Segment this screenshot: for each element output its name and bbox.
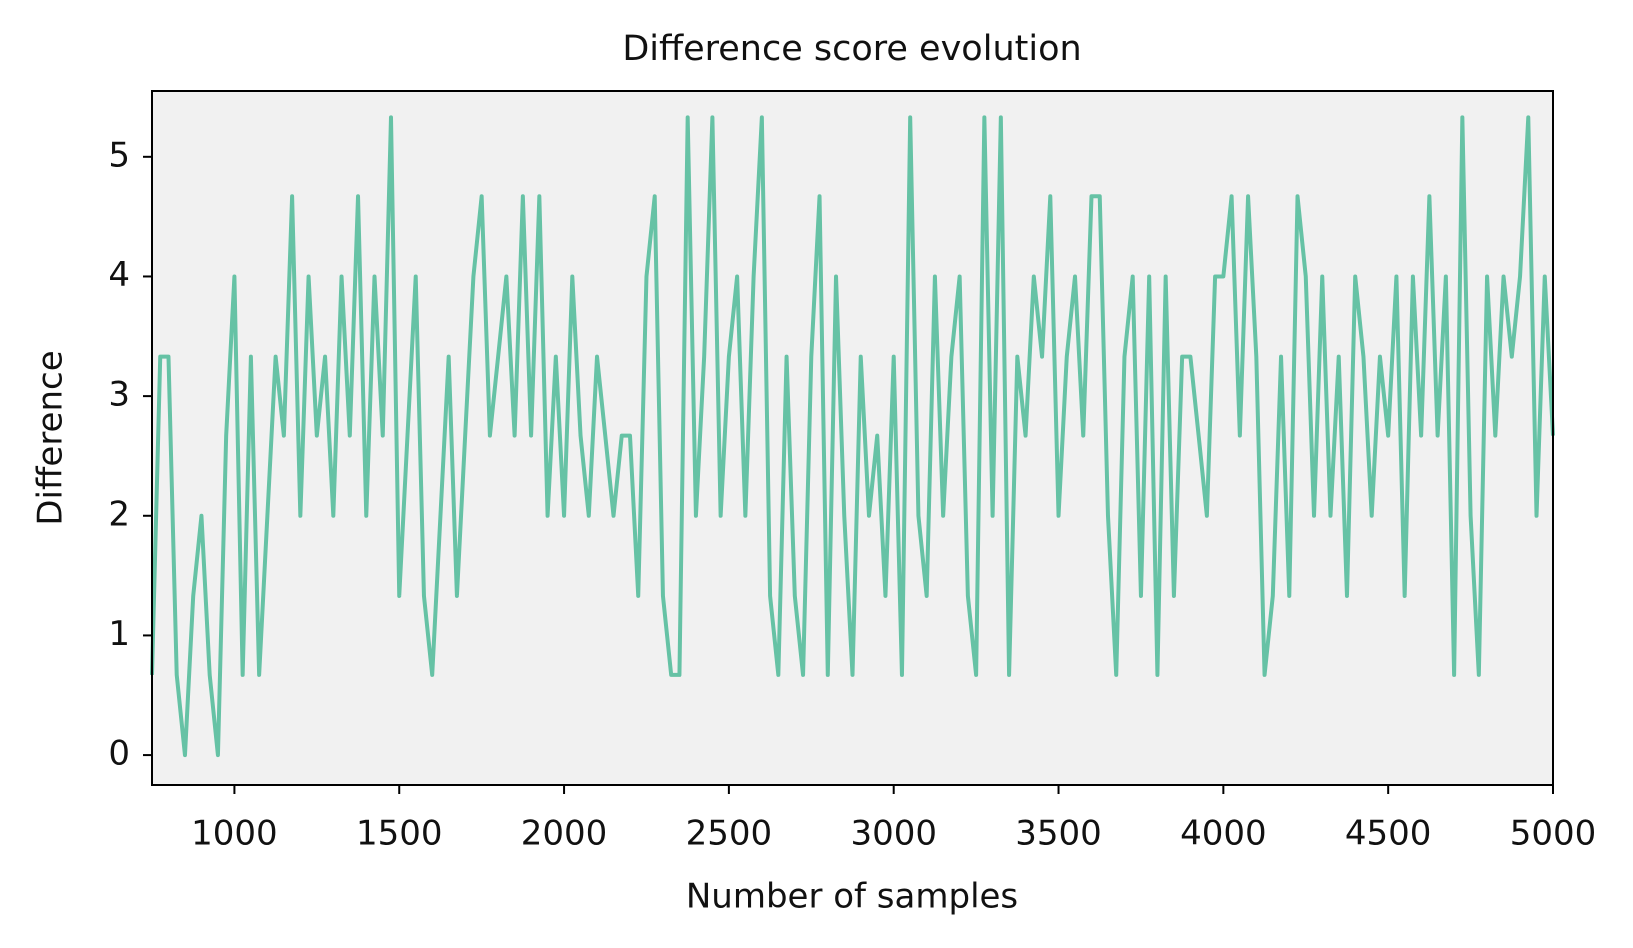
x-tick-label: 5000: [1510, 814, 1597, 854]
x-tick-label: 4000: [1180, 814, 1267, 854]
x-tick-label: 2500: [686, 814, 773, 854]
y-tick-label: 2: [108, 494, 130, 534]
x-tick-label: 3500: [1015, 814, 1102, 854]
plot-frame: [151, 90, 1554, 786]
x-tick-label: 3000: [850, 814, 937, 854]
y-tick-label: 1: [108, 614, 130, 654]
y-tick-label: 3: [108, 375, 130, 415]
x-tick-label: 1500: [356, 814, 443, 854]
chart-title: Difference score evolution: [622, 29, 1081, 69]
y-tick-label: 4: [108, 255, 130, 295]
y-tick-label: 5: [108, 135, 130, 175]
x-tick-label: 2000: [521, 814, 608, 854]
x-tick-label: 4500: [1345, 814, 1432, 854]
x-axis-label: Number of samples: [686, 877, 1018, 917]
y-tick-label: 0: [108, 734, 130, 774]
data-line: [150, 115, 1555, 758]
y-axis-label: Difference: [31, 350, 71, 525]
x-tick-label: 1000: [191, 814, 278, 854]
